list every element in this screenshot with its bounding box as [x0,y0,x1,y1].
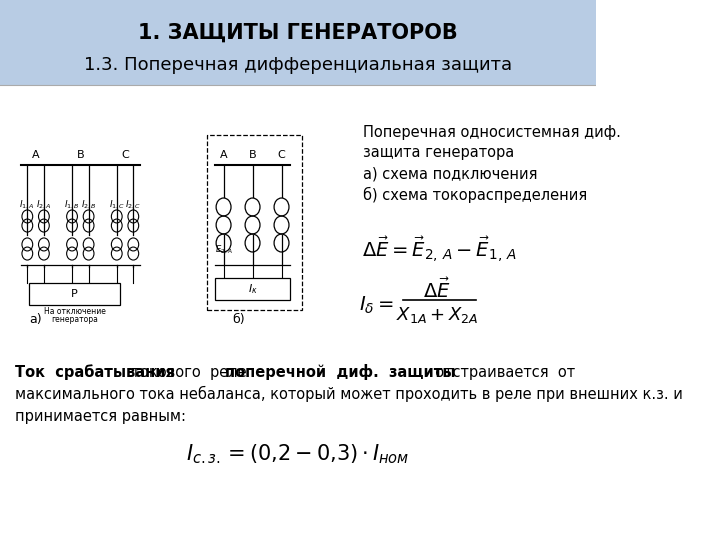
Bar [207,135,302,310]
Text: $I_{\delta} =$: $I_{\delta} =$ [359,294,394,316]
Text: 1.3. Поперечная дифференциальная защита: 1.3. Поперечная дифференциальная защита [84,56,512,74]
Text: максимального тока небаланса, который может проходить в реле при внешних к.з. и: максимального тока небаланса, который мо… [15,386,683,402]
Text: C: C [121,150,129,160]
Bar [215,278,290,300]
Text: б): б) [232,314,245,327]
Text: токового  реле: токового реле [127,364,256,380]
Text: 1. ЗАЩИТЫ ГЕНЕРАТОРОВ: 1. ЗАЩИТЫ ГЕНЕРАТОРОВ [138,23,458,43]
Text: б) схема токораспределения: б) схема токораспределения [363,187,587,203]
Text: $I_{2,A}$: $I_{2,A}$ [36,199,52,211]
Text: P: P [71,289,78,299]
Text: $I_{с.з.} = (0{,}2 - 0{,}3) \cdot I_{ном}$: $I_{с.з.} = (0{,}2 - 0{,}3) \cdot I_{ном… [186,442,410,466]
Text: Поперечная односистемная диф.: Поперечная односистемная диф. [363,125,621,139]
Bar [29,283,120,305]
Text: B: B [248,150,256,160]
Text: $I_{1,B}$: $I_{1,B}$ [64,199,80,211]
Text: $I_{2,C}$: $I_{2,C}$ [125,199,141,211]
Text: $I_{1,C}$: $I_{1,C}$ [109,199,125,211]
Text: C: C [278,150,285,160]
Text: $\Delta\vec{E} = \vec{E}_{2,\,A} - \vec{E}_{1,\,A}$: $\Delta\vec{E} = \vec{E}_{2,\,A} - \vec{… [361,235,516,265]
Text: A: A [220,150,228,160]
Text: генератора: генератора [51,315,98,325]
Text: $I_{1,A}$: $I_{1,A}$ [19,199,35,211]
Text: принимается равным:: принимается равным: [15,408,186,423]
Text: На отключение: На отключение [44,307,105,316]
Text: отстраивается  от: отстраивается от [426,364,575,380]
FancyBboxPatch shape [0,0,596,85]
Text: A: A [32,150,40,160]
Text: $I_{2,B}$: $I_{2,B}$ [81,199,96,211]
Text: $X_{1A} + X_{2A}$: $X_{1A} + X_{2A}$ [396,305,478,325]
Text: Ток  срабатывания: Ток срабатывания [15,364,175,380]
Text: $E_{2,A}$: $E_{2,A}$ [215,244,233,256]
Text: защита генератора: защита генератора [363,145,514,160]
FancyBboxPatch shape [0,85,596,540]
Text: $I_{\kappa}$: $I_{\kappa}$ [248,282,258,296]
Text: а): а) [29,314,42,327]
Text: поперечной  диф.  защиты: поперечной диф. защиты [225,364,456,380]
Text: $\Delta\vec{E}$: $\Delta\vec{E}$ [423,278,451,302]
Text: а) схема подключения: а) схема подключения [363,166,537,181]
Text: B: B [76,150,84,160]
